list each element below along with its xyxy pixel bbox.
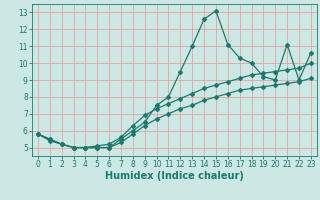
- X-axis label: Humidex (Indice chaleur): Humidex (Indice chaleur): [105, 171, 244, 181]
